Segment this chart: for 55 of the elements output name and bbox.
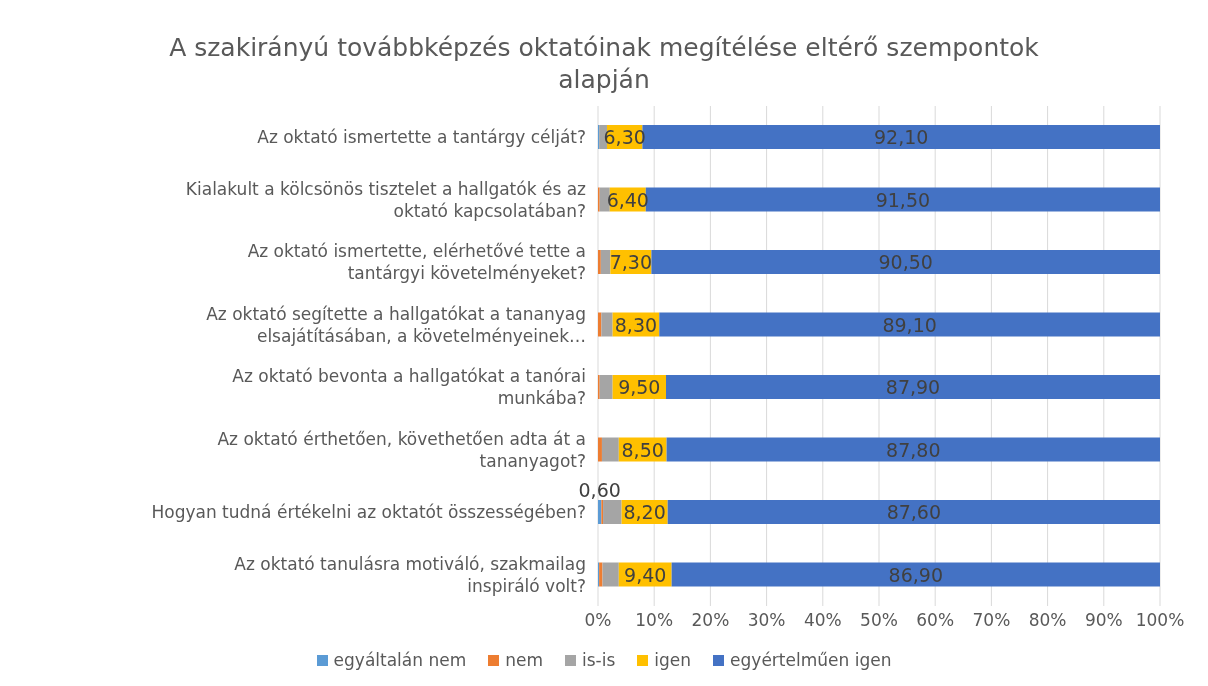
bar (598, 250, 601, 274)
bar (601, 437, 619, 462)
x-tick-label: 70% (972, 610, 1011, 631)
data-label: 7,30 (609, 251, 653, 273)
bar (603, 500, 622, 524)
bar (666, 375, 1160, 399)
data-label: 91,50 (875, 188, 931, 211)
x-tick-label: 10% (635, 610, 674, 631)
x-tick-label: 60% (916, 610, 955, 631)
data-label: 9,50 (618, 376, 661, 398)
data-label: 92,10 (874, 126, 929, 148)
bar (599, 187, 610, 212)
bar (598, 437, 602, 462)
bar (667, 500, 1160, 524)
y-tick-label: Az oktató ismertette a tantárgy célját? (257, 127, 586, 148)
bar (602, 562, 619, 587)
x-tick-label: 50% (860, 610, 898, 631)
data-label: 8,50 (621, 438, 664, 461)
x-tick-label: 80% (1028, 610, 1067, 631)
data-label: 87,90 (885, 376, 941, 398)
x-tick-label: 90% (1084, 610, 1123, 631)
bar (599, 375, 613, 399)
y-tick-label: Az oktató segítette a hallgatókat a tananyag elsajátításában, a követelményeinek… (206, 303, 586, 346)
data-label: 8,30 (614, 313, 658, 336)
legend-label: egyértelműen igen (729, 650, 892, 670)
y-tick-label: Kialakult a kölcsönös tisztelet a hallgatók és az oktató kapcsolatában? (185, 178, 587, 221)
data-label: 9,40 (624, 563, 667, 586)
y-tick-label: Az oktató érthetően, követhetően adta át a tananyagot? (217, 428, 586, 471)
y-tick-label: Az oktató tanulásra motiváló, szakmailag inspiráló volt? (234, 553, 586, 596)
y-tick-label: Az oktató ismertette, elérhetővé tette a tantárgyi követelményeket? (247, 241, 586, 284)
legend-label: is-is (581, 650, 616, 670)
legend-label: egyáltalán nem (332, 650, 467, 670)
data-label: 90,50 (878, 251, 933, 273)
x-tick-label: 40% (803, 610, 842, 631)
x-tick-label: 20% (691, 610, 730, 631)
data-label: 89,10 (882, 313, 937, 336)
y-tick-label: Az oktató bevonta a hallgatókat a tanórai munkába? (232, 366, 586, 409)
data-label: 0,60 (578, 479, 621, 501)
data-label: 87,80 (886, 438, 941, 461)
data-label: 87,60 (886, 501, 942, 523)
bar (600, 250, 611, 274)
bar (651, 250, 1160, 274)
bar (659, 312, 1160, 337)
legend-label: nem (504, 650, 544, 670)
chart-title: A szakirányú továbbképzés oktatóinak megítélése eltérő szempontok alapján (168, 32, 1040, 96)
legend-label: igen (653, 650, 692, 670)
bar (601, 312, 613, 337)
x-tick-label: 30% (747, 610, 786, 631)
x-tick-label: 100% (1135, 610, 1185, 631)
data-label: 86,90 (888, 563, 944, 586)
x-tick-label: 0% (584, 610, 612, 631)
y-tick-label: Hogyan tudná értékelni az oktatót összességében? (151, 502, 586, 523)
bar (671, 562, 1160, 587)
data-label: 8,20 (623, 501, 666, 523)
bar (666, 437, 1160, 462)
